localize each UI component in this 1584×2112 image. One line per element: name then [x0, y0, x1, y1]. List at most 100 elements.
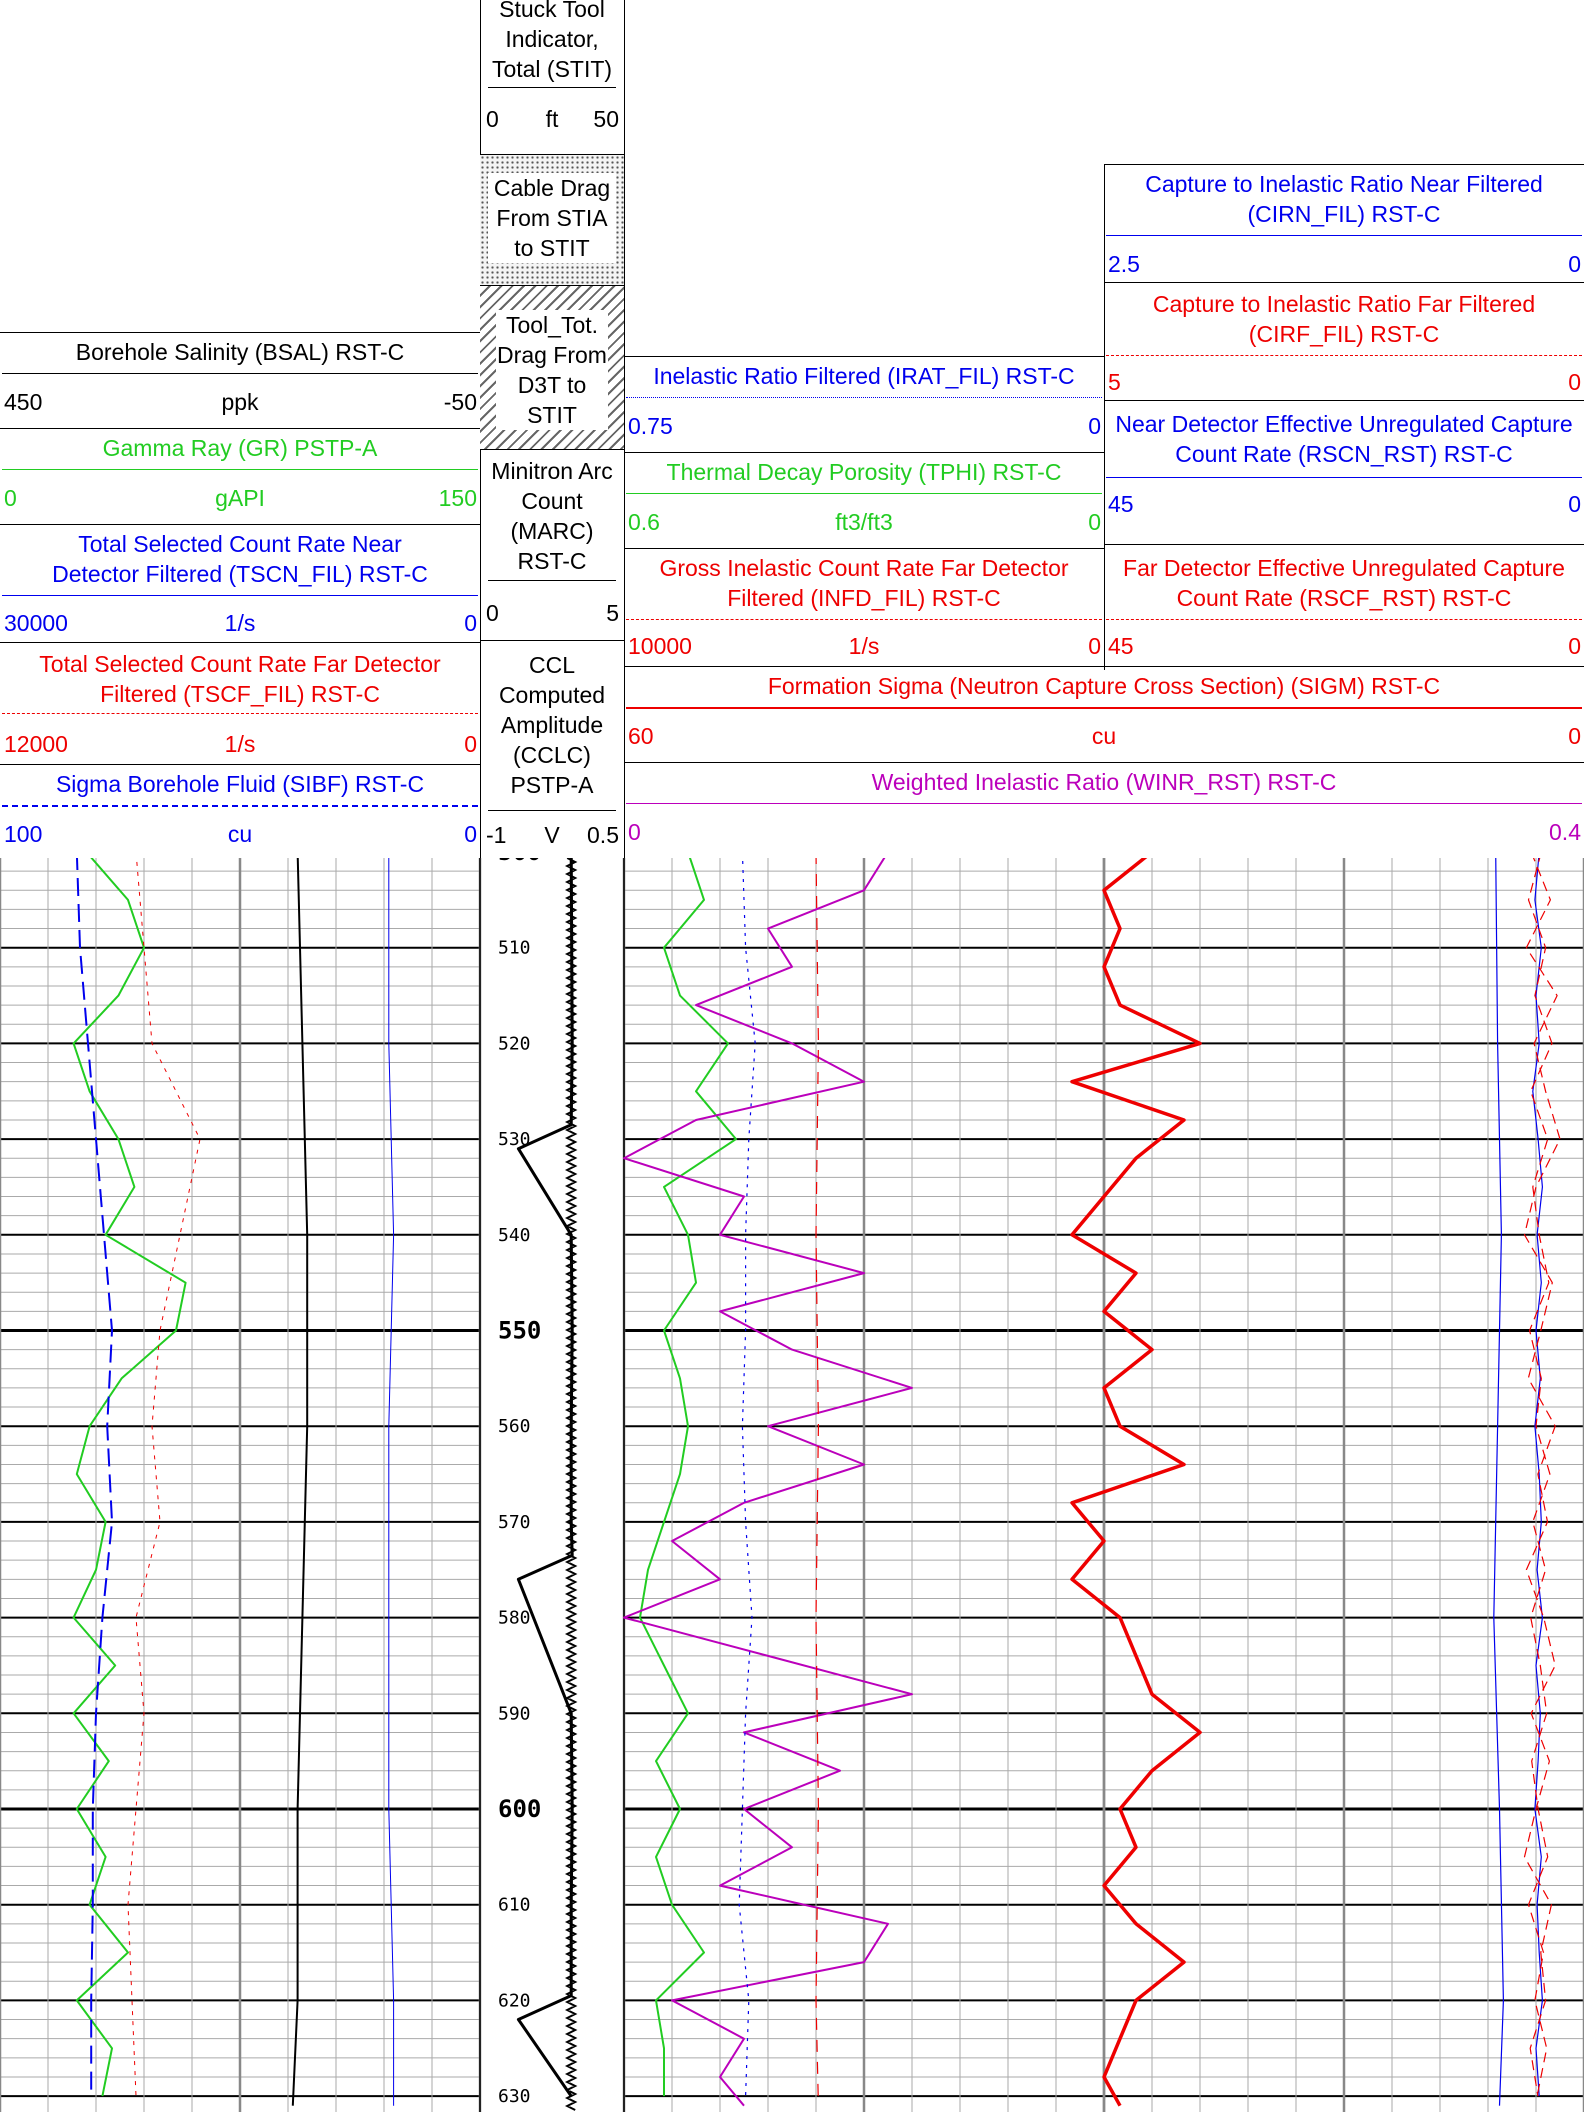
curve-infd — [815, 858, 819, 2106]
cirn-scale-max: 0 — [1568, 251, 1581, 277]
depth-grid — [0, 858, 1584, 2112]
depth-label: 610 — [498, 1895, 531, 1916]
cirf-title: Capture to Inelastic Ratio Far Filtered … — [1152, 291, 1536, 347]
rscf-scale-max: 0 — [1568, 633, 1581, 659]
stit-title: Stuck Tool Indicator, Total (STIT) — [491, 0, 613, 82]
sibf-scale-max: 0 — [464, 821, 477, 847]
rscf-scale-min: 45 — [1108, 633, 1134, 659]
rscn-title: Near Detector Effective Unregulated Capt… — [1115, 411, 1573, 467]
depth-label: 550 — [498, 1317, 541, 1345]
depth-label: 540 — [498, 1225, 531, 1246]
rscn-scale-min: 45 — [1108, 491, 1134, 517]
cclc-title: CCL Computed Amplitude (CCLC) PSTP-A — [498, 652, 606, 798]
cclc-line — [488, 810, 616, 811]
header-bsal: Borehole Salinity (BSAL) RST-C 450 ppk -… — [0, 332, 480, 428]
depth-label: 510 — [498, 938, 531, 959]
log-plot: 500 510 520 530 540 550 560 570 580 590 600 610 620 6… — [0, 858, 1584, 2112]
infd-line — [626, 619, 1102, 620]
header-infd: Gross Inelastic Count Rate Far Detector … — [624, 548, 1104, 666]
divider-middle — [624, 0, 625, 858]
cirn-scale-min: 2.5 — [1108, 251, 1140, 277]
bsal-line — [2, 373, 478, 374]
depth-label: 600 — [498, 1795, 541, 1823]
header-cable-drag: Cable Drag From STIA to STIT — [480, 154, 624, 286]
marc-scale-min: 0 — [486, 600, 499, 626]
header-gr: Gamma Ray (GR) PSTP-A 0 gAPI 150 — [0, 428, 480, 524]
gr-scale-min: 0 — [4, 485, 17, 511]
curve-cclc-trace — [564, 858, 578, 2111]
log-curves — [72, 858, 1561, 2111]
depth-label: 570 — [498, 1512, 531, 1533]
curve-gr — [72, 858, 187, 2097]
cclc-scale-min: -1 — [486, 822, 507, 848]
sigm-scale-min: 60 — [628, 723, 654, 749]
bsal-scale-max: -50 — [443, 389, 477, 415]
curve-cirf — [1523, 858, 1561, 2097]
cirf-line — [1106, 355, 1582, 356]
cirn-line — [1106, 235, 1582, 236]
curve-tphi — [639, 858, 737, 2097]
depth-label: 580 — [498, 1608, 531, 1629]
tscn-line — [2, 595, 478, 596]
infd-title: Gross Inelastic Count Rate Far Detector … — [659, 555, 1069, 611]
winr-title: Weighted Inelastic Ratio (WINR_RST) RST-… — [871, 769, 1337, 795]
gr-line — [2, 469, 478, 470]
tphi-line — [626, 493, 1102, 494]
depth-label: 620 — [498, 1990, 531, 2011]
cirf-scale-max: 0 — [1568, 369, 1581, 395]
cirf-scale-min: 5 — [1108, 369, 1121, 395]
curve-irat — [738, 858, 756, 2097]
infd-scale-min: 10000 — [628, 633, 692, 659]
tool-drag-title: Tool_Tot. Drag From D3T to STIT — [496, 310, 608, 430]
depth-label: 560 — [498, 1416, 531, 1437]
infd-unit: 1/s — [848, 633, 880, 659]
header-irat: Inelastic Ratio Filtered (IRAT_FIL) RST-… — [624, 356, 1104, 452]
cclc-unit: V — [544, 822, 560, 848]
irat-scale-max: 0 — [1088, 413, 1101, 439]
depth-label: 630 — [498, 2086, 531, 2107]
header-rscn: Near Detector Effective Unregulated Capt… — [1104, 400, 1584, 544]
winr-scale-min: 0 — [628, 819, 641, 845]
marc-bottom-rule — [480, 640, 624, 641]
divider-right — [1104, 164, 1105, 670]
rscf-title: Far Detector Effective Unregulated Captu… — [1123, 555, 1565, 611]
tphi-scale-max: 0 — [1088, 509, 1101, 535]
plot-background — [0, 858, 1584, 2112]
sibf-line — [2, 805, 478, 807]
curve-rscf — [1527, 858, 1553, 2097]
cable-drag-title: Cable Drag From STIA to STIT — [488, 173, 616, 263]
header-tphi: Thermal Decay Porosity (TPHI) RST-C 0.6 … — [624, 452, 1104, 548]
sibf-unit: cu — [227, 821, 253, 847]
marc-title: Minitron Arc Count (MARC) RST-C — [491, 458, 613, 574]
tphi-scale-min: 0.6 — [628, 509, 660, 535]
tscf-scale-max: 0 — [464, 731, 477, 757]
stit-unit: ft — [545, 106, 559, 132]
curve-sigm — [1070, 858, 1202, 2107]
irat-title: Inelastic Ratio Filtered (IRAT_FIL) RST-… — [653, 363, 1075, 389]
tscf-title: Total Selected Count Rate Far Detector F… — [39, 651, 441, 707]
winr-line — [626, 803, 1582, 804]
tscn-unit: 1/s — [224, 610, 256, 636]
gr-title: Gamma Ray (GR) PSTP-A — [102, 435, 378, 461]
curve-cclc — [516, 858, 574, 2097]
curve-winr — [623, 858, 913, 2107]
header-sibf: Sigma Borehole Fluid (SIBF) RST-C 100 cu… — [0, 764, 480, 858]
sigm-scale-max: 0 — [1568, 723, 1581, 749]
gr-unit: gAPI — [215, 485, 265, 511]
header-tool-drag: Tool_Tot. Drag From D3T to STIT — [480, 286, 624, 450]
header-winr: Weighted Inelastic Ratio (WINR_RST) RST-… — [624, 762, 1584, 858]
sigm-title: Formation Sigma (Neutron Capture Cross S… — [767, 673, 1441, 699]
curve-bsal — [291, 858, 309, 2106]
curve-cirn — [1493, 858, 1504, 2106]
curve-sibf — [388, 858, 395, 2106]
winr-scale-max: 0.4 — [1549, 819, 1581, 845]
sibf-title: Sigma Borehole Fluid (SIBF) RST-C — [55, 771, 425, 797]
depth-label: 530 — [498, 1129, 531, 1150]
marc-scale-max: 5 — [606, 600, 619, 626]
rscn-scale-max: 0 — [1568, 491, 1581, 517]
header-sigm: Formation Sigma (Neutron Capture Cross S… — [624, 666, 1584, 762]
tphi-unit: ft3/ft3 — [835, 509, 893, 535]
tscn-scale-max: 0 — [464, 610, 477, 636]
irat-scale-min: 0.75 — [628, 413, 673, 439]
tscf-scale-min: 12000 — [4, 731, 68, 757]
